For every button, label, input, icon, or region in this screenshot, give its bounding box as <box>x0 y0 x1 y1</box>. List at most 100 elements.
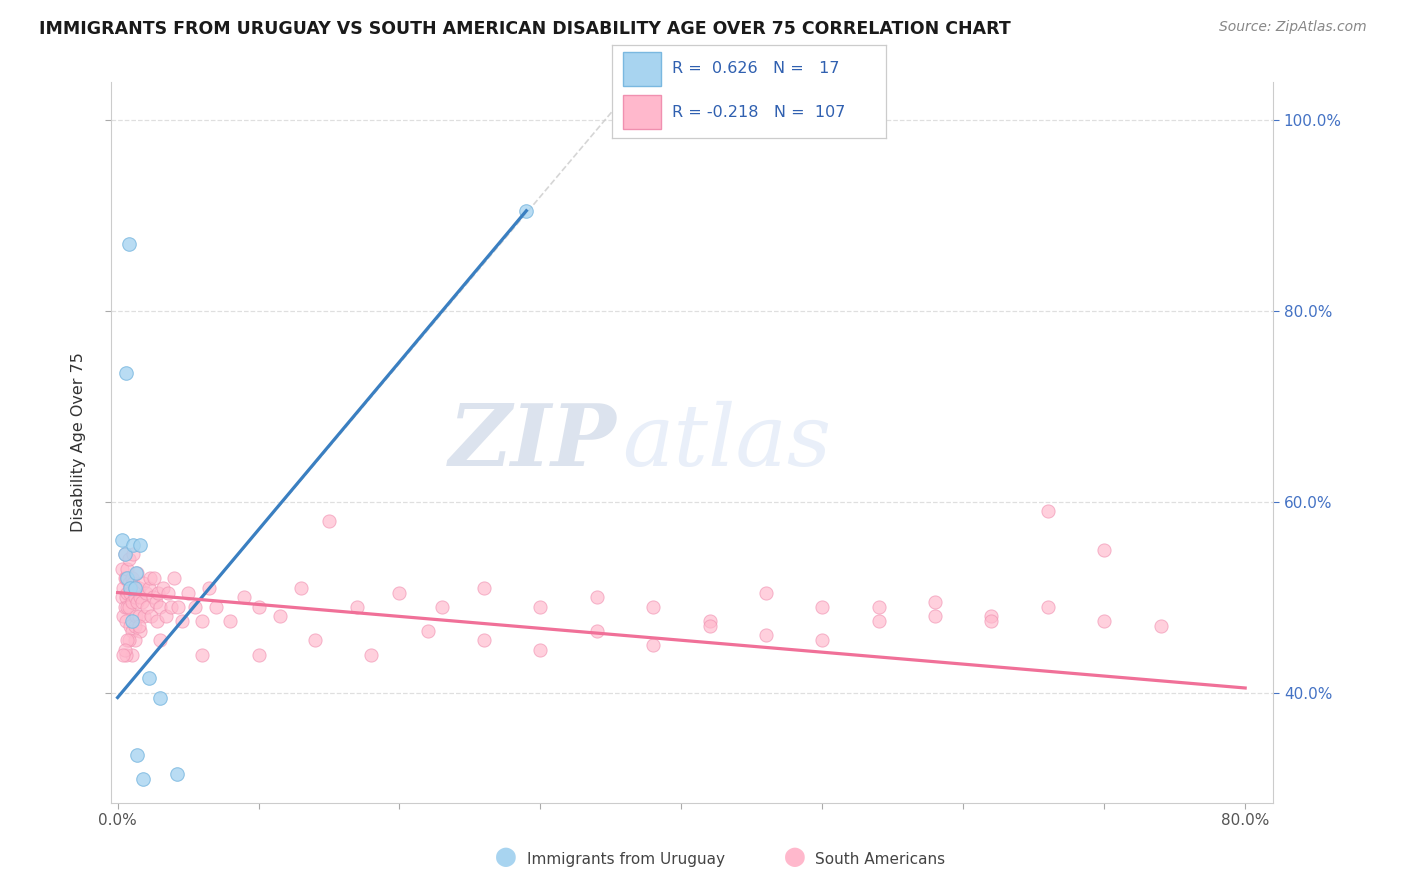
Point <box>388 585 411 599</box>
Point <box>132 772 155 786</box>
Point <box>980 609 1002 624</box>
Point <box>111 591 134 605</box>
Point <box>1149 619 1171 633</box>
Point <box>472 581 495 595</box>
Point <box>115 571 138 585</box>
Point <box>529 642 551 657</box>
Point <box>124 591 146 605</box>
Point <box>122 576 145 591</box>
Point <box>699 619 721 633</box>
Point <box>924 595 946 609</box>
Point <box>127 747 149 762</box>
Text: Immigrants from Uruguay: Immigrants from Uruguay <box>527 852 725 867</box>
Point <box>114 547 136 561</box>
Point <box>643 599 665 614</box>
Point <box>149 690 172 705</box>
Point <box>129 538 152 552</box>
Point <box>128 609 150 624</box>
Text: Source: ZipAtlas.com: Source: ZipAtlas.com <box>1219 20 1367 34</box>
Text: IMMIGRANTS FROM URUGUAY VS SOUTH AMERICAN DISABILITY AGE OVER 75 CORRELATION CHA: IMMIGRANTS FROM URUGUAY VS SOUTH AMERICA… <box>39 20 1011 37</box>
Point <box>136 599 159 614</box>
Point <box>122 547 145 561</box>
Point <box>121 648 143 662</box>
Point <box>146 614 169 628</box>
Point <box>125 566 148 581</box>
Point <box>304 633 326 648</box>
Point <box>152 581 174 595</box>
Point <box>160 599 183 614</box>
Point <box>205 599 228 614</box>
Point <box>134 609 156 624</box>
Point <box>1092 614 1115 628</box>
Text: ⬤: ⬤ <box>495 847 517 867</box>
Point <box>125 609 148 624</box>
Point <box>191 648 214 662</box>
Point <box>155 609 177 624</box>
Point <box>131 595 153 609</box>
Text: ⬤: ⬤ <box>783 847 806 867</box>
Point <box>125 581 148 595</box>
Point <box>585 624 607 638</box>
Point <box>143 571 166 585</box>
Point <box>184 599 207 614</box>
Point <box>129 591 152 605</box>
Text: atlas: atlas <box>623 401 831 483</box>
Point <box>112 609 135 624</box>
Point <box>127 595 149 609</box>
Point <box>430 599 453 614</box>
Point <box>112 648 135 662</box>
Point <box>115 648 138 662</box>
Point <box>121 571 143 585</box>
Point <box>129 624 152 638</box>
Bar <box>623 95 661 129</box>
Point <box>127 566 149 581</box>
Point <box>121 624 143 638</box>
Bar <box>623 52 661 86</box>
Point <box>247 599 270 614</box>
Point <box>115 366 138 380</box>
Point <box>755 628 778 642</box>
Point <box>117 571 139 585</box>
Point <box>118 599 141 614</box>
Point <box>416 624 439 638</box>
Point <box>529 599 551 614</box>
Point <box>118 633 141 648</box>
Y-axis label: Disability Age Over 75: Disability Age Over 75 <box>72 352 86 533</box>
Point <box>149 633 172 648</box>
Point <box>811 599 834 614</box>
Point <box>163 571 186 585</box>
Point <box>167 599 190 614</box>
Point <box>117 633 139 648</box>
Point <box>755 585 778 599</box>
Point <box>124 633 146 648</box>
Point <box>115 614 138 628</box>
Point <box>145 595 167 609</box>
Point <box>120 581 142 595</box>
Point <box>138 672 160 686</box>
Text: R =  0.626   N =   17: R = 0.626 N = 17 <box>672 62 839 77</box>
Point <box>191 614 214 628</box>
Point <box>1036 504 1059 518</box>
Point <box>515 203 537 218</box>
Text: R = -0.218   N =  107: R = -0.218 N = 107 <box>672 104 845 120</box>
Point <box>128 619 150 633</box>
Point <box>111 533 134 547</box>
Point <box>118 576 141 591</box>
Point <box>115 591 138 605</box>
Point <box>157 585 180 599</box>
Point <box>142 591 165 605</box>
Point <box>980 614 1002 628</box>
Point <box>114 642 136 657</box>
Point <box>120 585 142 599</box>
Point <box>290 581 312 595</box>
Point <box>472 633 495 648</box>
Point <box>124 619 146 633</box>
Point <box>117 562 139 576</box>
Point <box>643 638 665 652</box>
Point <box>585 591 607 605</box>
Text: ZIP: ZIP <box>449 401 616 484</box>
Point <box>112 581 135 595</box>
Point <box>121 614 143 628</box>
Point <box>318 514 340 528</box>
Point <box>111 562 134 576</box>
